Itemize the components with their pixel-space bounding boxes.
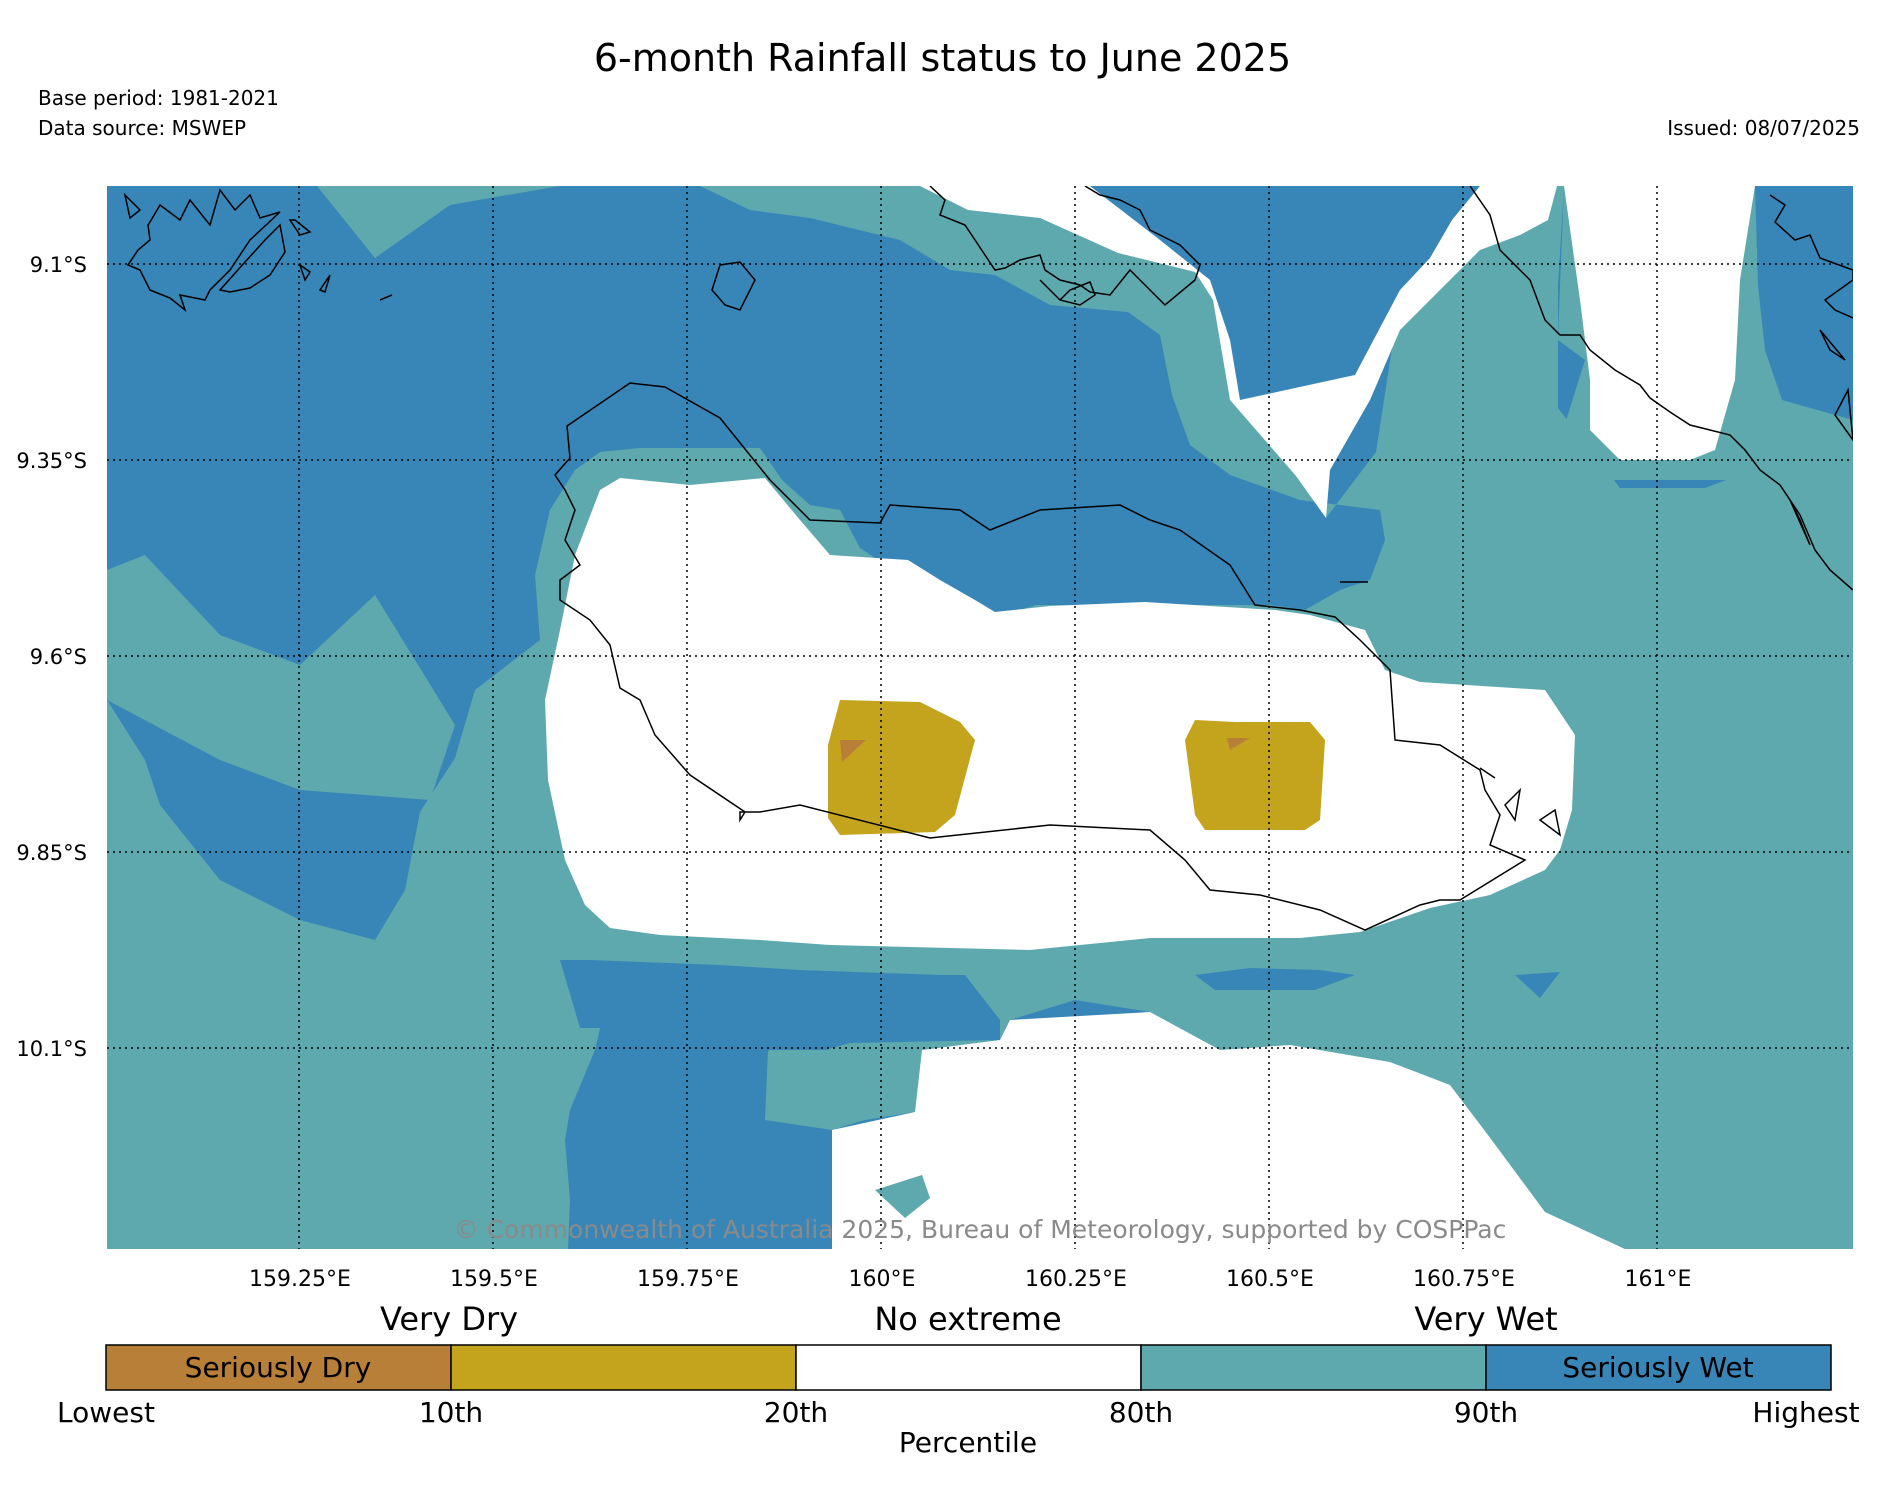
lon-label: 160.5°E bbox=[1226, 1267, 1314, 1292]
map-title: 6-month Rainfall status to June 2025 bbox=[593, 36, 1292, 80]
very-wet-islet bbox=[875, 1175, 930, 1218]
data-source-note: Data source: MSWEP bbox=[38, 116, 247, 140]
legend-category-label: Very Dry bbox=[380, 1300, 518, 1338]
lon-label: 161°E bbox=[1625, 1267, 1692, 1292]
legend-box-seriously-dry bbox=[105, 1344, 452, 1391]
seriously-dry-speck-west bbox=[840, 740, 866, 762]
longitude-labels: 159.25°E 159.5°E 159.75°E 160°E 160.25°E… bbox=[249, 1267, 1691, 1292]
latitude-labels: 9.1°S 9.35°S 9.6°S 9.85°S 10.1°S bbox=[16, 253, 87, 1061]
percentile-axis-label: Percentile bbox=[899, 1426, 1037, 1459]
copyright-notice: © Commonwealth of Australia 2025, Bureau… bbox=[454, 1215, 1507, 1244]
lon-label: 159.5°E bbox=[450, 1267, 538, 1292]
percentile-tick-label: Lowest bbox=[57, 1396, 155, 1429]
legend-box-very-wet bbox=[1140, 1344, 1487, 1391]
legend-box-very-dry bbox=[450, 1344, 797, 1391]
legend-box-seriously-wet bbox=[1485, 1344, 1832, 1391]
legend: Very Dry No extreme Very Wet Seriously D… bbox=[57, 1300, 1860, 1459]
percentile-tick-label: 20th bbox=[764, 1396, 828, 1429]
lon-label: 160.75°E bbox=[1413, 1267, 1515, 1292]
seriously-dry-speck-east bbox=[1227, 738, 1250, 750]
percentile-tick-label: 10th bbox=[419, 1396, 483, 1429]
legend-box-label: Seriously Wet bbox=[1562, 1351, 1753, 1384]
coastlines bbox=[123, 186, 1853, 931]
lat-label: 10.1°S bbox=[16, 1037, 87, 1061]
lon-label: 160°E bbox=[849, 1267, 916, 1292]
percentile-tick-label: 80th bbox=[1109, 1396, 1173, 1429]
very-dry-patch-west bbox=[828, 700, 975, 835]
percentile-tick-label: 90th bbox=[1454, 1396, 1518, 1429]
legend-category-label: Very Wet bbox=[1414, 1300, 1557, 1338]
legend-category-label: No extreme bbox=[874, 1300, 1061, 1338]
legend-box-no-extreme bbox=[795, 1344, 1142, 1391]
legend-box-label: Seriously Dry bbox=[185, 1351, 372, 1384]
seriously-wet-patches bbox=[560, 960, 1560, 1062]
lon-label: 159.75°E bbox=[637, 1267, 739, 1292]
no-extreme-regions bbox=[545, 186, 1755, 1249]
lat-label: 9.35°S bbox=[16, 449, 87, 473]
map-area: © Commonwealth of Australia 2025, Bureau… bbox=[107, 186, 1853, 1249]
lon-label: 159.25°E bbox=[249, 1267, 351, 1292]
very-dry-patch-east bbox=[1185, 720, 1325, 830]
lat-label: 9.85°S bbox=[16, 841, 87, 865]
percentile-tick-label: Highest bbox=[1752, 1396, 1859, 1429]
lon-label: 160.25°E bbox=[1025, 1267, 1127, 1292]
issued-date: Issued: 08/07/2025 bbox=[1667, 116, 1860, 140]
base-period-note: Base period: 1981-2021 bbox=[38, 86, 279, 110]
lat-label: 9.6°S bbox=[30, 645, 87, 669]
lat-label: 9.1°S bbox=[30, 253, 87, 277]
